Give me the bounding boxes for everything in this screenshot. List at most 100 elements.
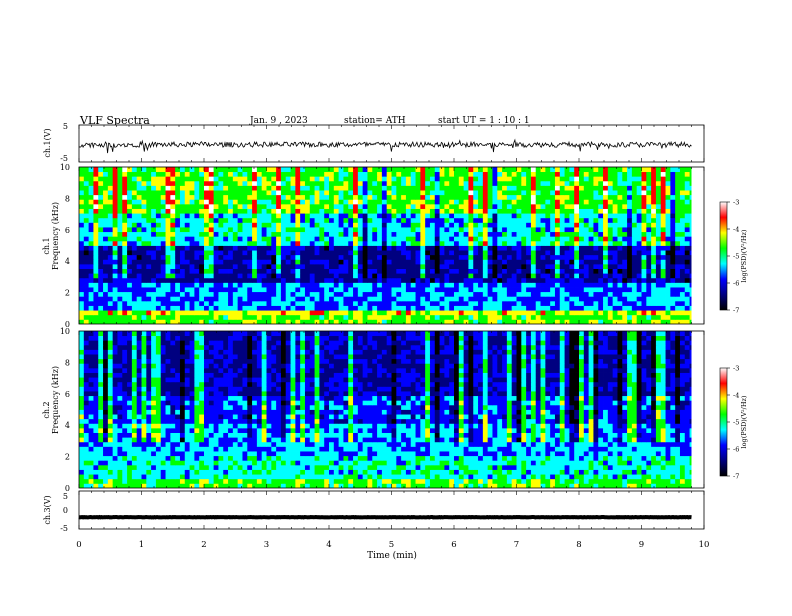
spectrogram-cell xyxy=(627,269,632,274)
spectrogram-cell xyxy=(79,282,84,287)
spectrogram-cell xyxy=(392,264,397,269)
spectrogram-cell xyxy=(262,250,267,255)
spectrogram-cell xyxy=(521,181,526,186)
spectrogram-cell xyxy=(372,278,377,283)
spectrogram-cell xyxy=(642,269,647,274)
spectrogram-cell xyxy=(291,282,296,287)
spectrogram-cell xyxy=(646,282,651,287)
spectrogram-cell xyxy=(319,213,324,218)
spectrogram-cell xyxy=(656,167,661,172)
spectrogram-cell xyxy=(550,296,555,301)
spectrogram-cell xyxy=(617,301,622,306)
spectrogram-cell xyxy=(175,246,180,251)
spectrogram-cell xyxy=(593,181,598,186)
spectrogram-cell xyxy=(98,269,103,274)
spectrogram-cell xyxy=(151,479,156,484)
spectrogram-cell xyxy=(108,232,113,237)
spectrogram-cell xyxy=(377,181,382,186)
spectrogram-cell xyxy=(449,167,454,172)
spectrogram-cell xyxy=(190,282,195,287)
spectrogram-cell xyxy=(555,227,560,232)
spectrogram-cell xyxy=(666,306,671,311)
spectrogram-cell xyxy=(190,264,195,269)
spectrogram-cell xyxy=(406,176,411,181)
spectrogram-cell xyxy=(353,479,358,484)
spectrogram-cell xyxy=(262,185,267,190)
spectrogram-cell xyxy=(98,181,103,186)
spectrogram-cell xyxy=(156,250,161,255)
spectrogram-cell xyxy=(137,199,142,204)
spectrogram-cell xyxy=(666,199,671,204)
spectrogram-cell xyxy=(127,227,132,232)
spectrogram-cell xyxy=(218,204,223,209)
spectrogram-cell xyxy=(257,306,262,311)
spectrogram-cell xyxy=(478,181,483,186)
spectrogram-cell xyxy=(377,474,382,479)
spectrogram-cell xyxy=(291,306,296,311)
spectrogram-cell xyxy=(286,474,291,479)
spectrogram-cell xyxy=(271,176,276,181)
spectrogram-cell xyxy=(521,246,526,251)
spectrogram-cell xyxy=(348,209,353,214)
spectrogram-cell xyxy=(401,310,406,315)
spectrogram-cell xyxy=(142,222,147,227)
spectrogram-cell xyxy=(680,255,685,260)
spectrogram-cell xyxy=(300,246,305,251)
spectrogram-cell xyxy=(507,273,512,278)
spectrogram-cell xyxy=(579,287,584,292)
spectrogram-cell xyxy=(531,241,536,246)
spectrogram-cell xyxy=(367,278,372,283)
spectrogram-cell xyxy=(449,315,454,320)
spectrogram-cell xyxy=(281,209,286,214)
spectrogram-cell xyxy=(497,227,502,232)
spectrogram-cell xyxy=(680,181,685,186)
spectrogram-cell xyxy=(468,301,473,306)
spectrogram-cell xyxy=(492,287,497,292)
spectrogram-cell xyxy=(142,218,147,223)
spectrogram-cell xyxy=(190,296,195,301)
spectrogram-cell xyxy=(319,172,324,177)
spectrogram-cell xyxy=(622,227,627,232)
spectrogram-cell xyxy=(512,479,517,484)
spectrogram-cell xyxy=(166,292,171,297)
spectrogram-cell xyxy=(440,259,445,264)
spectrogram-cell xyxy=(468,246,473,251)
spectrogram-cell xyxy=(454,474,459,479)
spectrogram-cell xyxy=(315,241,320,246)
spectrogram-cell xyxy=(536,227,541,232)
spectrogram-cell xyxy=(617,264,622,269)
spectrogram-cell xyxy=(574,259,579,264)
spectrogram-cell xyxy=(238,282,243,287)
spectrogram-cell xyxy=(276,287,281,292)
spectrogram-cell xyxy=(550,190,555,195)
spectrogram-cell xyxy=(319,255,324,260)
spectrogram-cell xyxy=(574,209,579,214)
spectrogram-cell xyxy=(550,292,555,297)
spectrogram-cell xyxy=(430,310,435,315)
spectrogram-cell xyxy=(113,306,118,311)
spectrogram-cell xyxy=(680,301,685,306)
spectrogram-cell xyxy=(137,250,142,255)
spectrogram-cell xyxy=(238,199,243,204)
spectrogram-cell xyxy=(180,236,185,241)
spectrogram-cell xyxy=(291,199,296,204)
spectrogram-cell xyxy=(613,250,618,255)
spectrogram-cell xyxy=(372,209,377,214)
spectrogram-cell xyxy=(348,287,353,292)
spectrogram-cell xyxy=(502,241,507,246)
spectrogram-cell xyxy=(142,269,147,274)
spectrogram-cell xyxy=(651,296,656,301)
spectrogram-cell xyxy=(666,190,671,195)
spectrogram-cell xyxy=(166,269,171,274)
spectrogram-cell xyxy=(194,310,199,315)
spectrogram-cell xyxy=(295,241,300,246)
spectrogram-cell xyxy=(416,246,421,251)
spectrogram-cell xyxy=(142,282,147,287)
spectrogram-cell xyxy=(435,282,440,287)
spectrogram-cell xyxy=(584,176,589,181)
spectrogram-cell xyxy=(194,287,199,292)
spectrogram-cell xyxy=(199,204,204,209)
spectrogram-cell xyxy=(142,310,147,315)
spectrogram-cell xyxy=(685,278,690,283)
spectrogram-cell xyxy=(233,167,238,172)
